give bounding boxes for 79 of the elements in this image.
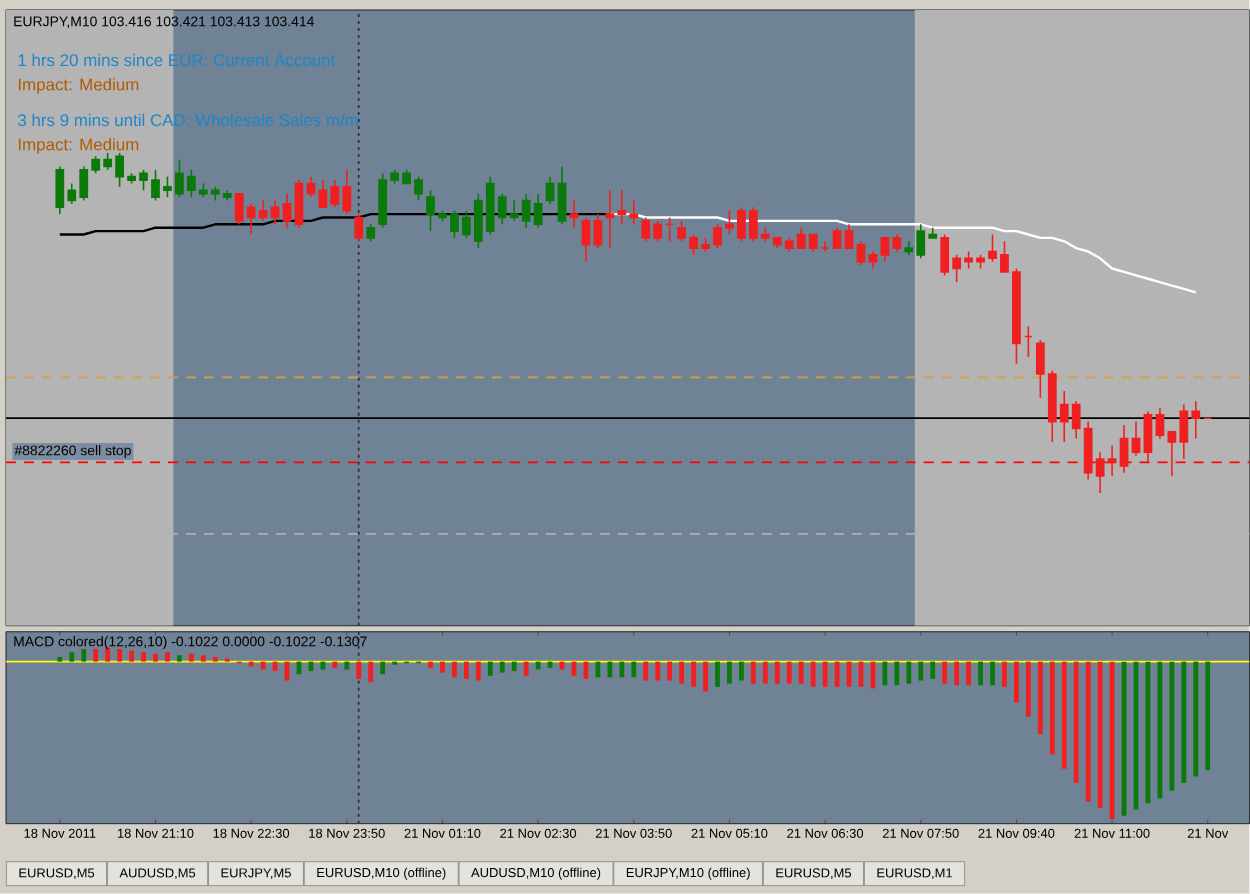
bar: [798, 661, 804, 684]
bar: [1181, 661, 1187, 783]
bar: [511, 661, 517, 672]
bar: [165, 652, 170, 662]
bar: [1097, 661, 1103, 809]
bar: [655, 661, 661, 681]
bar: [619, 661, 625, 678]
bar: [320, 661, 326, 670]
bar: [1085, 661, 1091, 802]
bar: [1049, 661, 1055, 755]
bar: [93, 649, 99, 662]
bar: [499, 661, 505, 673]
bar: [631, 661, 637, 678]
bar: [177, 655, 182, 662]
bar: [1014, 661, 1019, 703]
bar: [428, 661, 433, 669]
text: Impact: Medium: [18, 78, 139, 94]
bar: [727, 661, 732, 684]
bar: [954, 661, 960, 686]
bar: [153, 653, 158, 662]
bar: [810, 661, 816, 687]
bar: [667, 661, 673, 681]
bar: [141, 652, 146, 662]
bar: [380, 661, 386, 675]
bar: [691, 661, 696, 687]
bar: [69, 652, 75, 662]
bar: [463, 661, 469, 680]
bar: [117, 649, 122, 662]
bar: [786, 661, 792, 684]
candlestick: [270, 199, 280, 226]
bar: [894, 661, 900, 686]
bar: [1002, 661, 1007, 687]
bar: [200, 655, 206, 662]
candlestick: [581, 216, 591, 263]
bar: [1169, 661, 1175, 791]
bar: [966, 661, 971, 686]
bar: [332, 661, 338, 669]
bar: [1037, 661, 1043, 735]
bar: [1073, 661, 1079, 783]
candlestick: [282, 193, 292, 229]
bar: [1061, 661, 1067, 769]
bar: [1025, 661, 1031, 717]
bar: [607, 661, 613, 678]
bar: [739, 661, 744, 681]
bar: [1205, 661, 1211, 771]
candlestick: [569, 199, 579, 229]
bar: [440, 661, 445, 673]
bar: [452, 661, 457, 678]
bar: [990, 661, 995, 686]
bar: [930, 661, 936, 680]
bar: [643, 661, 649, 681]
bar: [750, 661, 756, 684]
bar: [1193, 661, 1199, 777]
candlestick: [1119, 424, 1129, 474]
candlestick: [294, 179, 304, 229]
bar: [344, 661, 350, 670]
bar: [368, 661, 374, 683]
bar: [762, 661, 768, 684]
bar: [105, 647, 111, 662]
bar: [188, 653, 194, 662]
bar: [81, 649, 87, 662]
bar: [475, 661, 481, 681]
candlestick: [868, 250, 878, 270]
bar: [942, 661, 948, 684]
bar: [703, 661, 708, 692]
bar: [523, 661, 529, 676]
bar: [487, 661, 493, 676]
candlestick: [1131, 420, 1141, 457]
bar: [679, 661, 684, 684]
bar: [715, 661, 720, 687]
bar: [774, 661, 780, 684]
bar: [918, 661, 924, 681]
bar: [129, 650, 134, 662]
bar: [535, 661, 541, 670]
annotation: Impact: Medium: [18, 138, 139, 154]
bar: [906, 661, 912, 684]
candlestick: [1143, 410, 1153, 464]
bar: [978, 661, 983, 686]
text: 3 hrs 9 mins until CAD: Wholesale Sales m/m: [18, 113, 358, 127]
